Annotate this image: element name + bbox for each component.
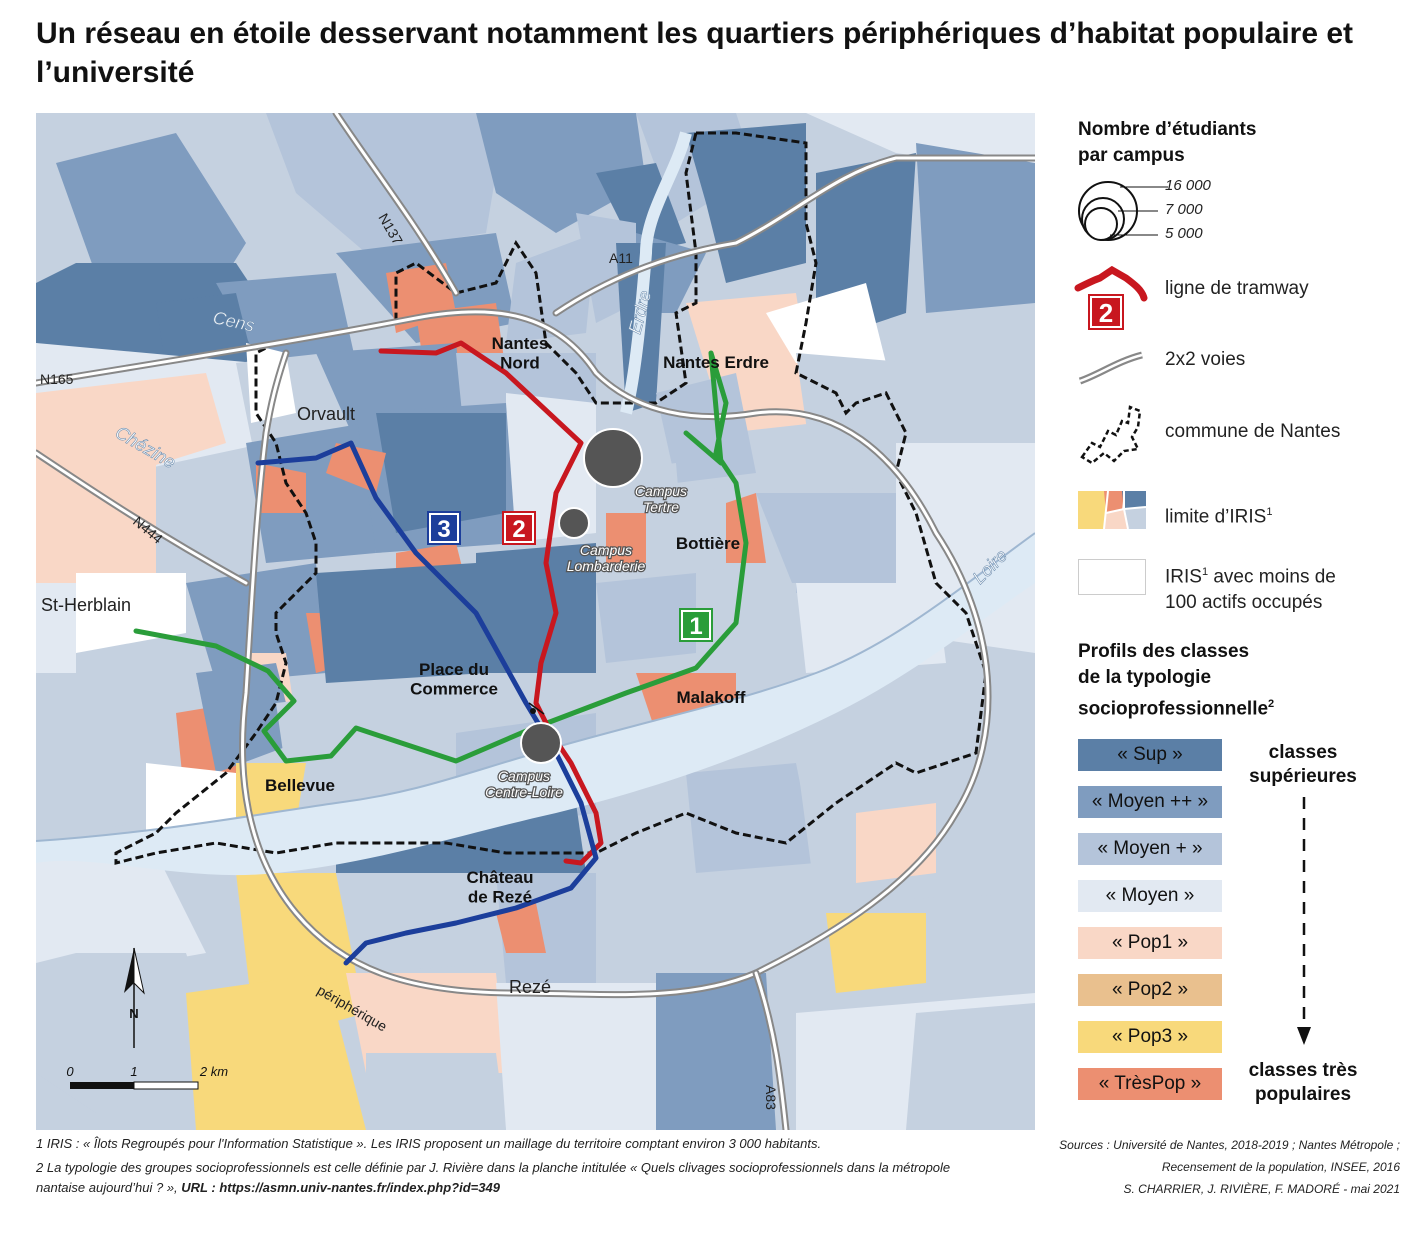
legend-road-icon xyxy=(1078,351,1143,385)
legend-class-moyen-p: « Moyen + » xyxy=(1078,833,1222,865)
roads-2x2 xyxy=(36,113,1035,1130)
map-svg: 3 2 1 Nantes Nord Nantes Erdre Orvault Bo… xyxy=(36,113,1035,1130)
legend-top-label: classes supérieures xyxy=(1249,742,1357,787)
legend-arrow-icon xyxy=(1297,797,1311,1045)
svg-text:2: 2 xyxy=(1099,298,1113,328)
label-bellevue: Bellevue xyxy=(265,776,335,795)
legend-class-trespop: « TrèsPop » xyxy=(1078,1068,1222,1100)
svg-text:1: 1 xyxy=(130,1064,137,1079)
label-a83: A83 xyxy=(763,1085,779,1110)
campus-lombarderie-circle xyxy=(558,507,590,539)
footnote-2: 2 La typologie des groupes socioprofessi… xyxy=(36,1160,951,1195)
label-nantes-erdre: Nantes Erdre xyxy=(663,353,769,372)
commune-boundary xyxy=(114,131,988,865)
svg-text:3: 3 xyxy=(437,516,450,543)
label-bottiere: Bottière xyxy=(676,534,740,553)
svg-text:0: 0 xyxy=(66,1064,74,1079)
legend-roads-label: 2x2 voies xyxy=(1165,349,1246,370)
tram-line-3 xyxy=(255,440,599,966)
legend-profiles-title: Profils des classes de la typologie soci… xyxy=(1078,641,1275,720)
legend-class-moyen: « Moyen » xyxy=(1078,880,1222,912)
svg-text:2 km: 2 km xyxy=(199,1064,228,1079)
sources: Sources : Université de Nantes, 2018-201… xyxy=(1059,1138,1400,1196)
commerce-dot xyxy=(530,708,536,714)
legend-commune-icon xyxy=(1080,405,1142,465)
legend-tram-icon: 2 xyxy=(1074,266,1148,330)
tram-badge-2: 2 xyxy=(502,511,536,545)
legend-circle-5000: 5 000 xyxy=(1165,225,1203,242)
label-campus-lombarderie: Campus Lombarderie xyxy=(567,542,646,574)
campus-tertre-circle xyxy=(583,428,643,488)
legend-class-moyen-pp: « Moyen ++ » xyxy=(1078,786,1222,818)
commerce-pointer xyxy=(528,702,545,715)
legend-circles-icon xyxy=(1078,181,1168,241)
legend-class-pop3: « Pop3 » xyxy=(1078,1021,1222,1053)
legend-commune-label: commune de Nantes xyxy=(1165,421,1341,442)
tram-badge-1: 1 xyxy=(679,608,713,642)
legend-empty-iris-swatch xyxy=(1078,559,1146,595)
legend-students-title: Nombre d’étudiants par campus xyxy=(1078,119,1257,166)
label-campus-centre-loire: Campus Centre-Loire xyxy=(485,768,563,800)
legend-class-pop2: « Pop2 » xyxy=(1078,974,1222,1006)
label-place-commerce: Place du Commerce xyxy=(410,660,498,699)
campus-centre-loire-circle xyxy=(520,722,562,764)
legend-class-sup: « Sup » xyxy=(1078,739,1222,771)
tram-line-2 xyxy=(378,340,604,866)
label-reze: Rezé xyxy=(509,977,551,997)
label-malakoff: Malakoff xyxy=(677,688,746,707)
north-arrow: N xyxy=(124,947,145,1048)
svg-text:2: 2 xyxy=(512,516,525,543)
label-campus-tertre: Campus Tertre xyxy=(635,483,687,515)
map-title: Un réseau en étoile desservant notamment… xyxy=(36,17,1354,89)
label-orvault: Orvault xyxy=(297,404,355,424)
tram-lines xyxy=(133,340,749,966)
legend-circle-16000: 16 000 xyxy=(1165,177,1211,194)
label-st-herblain: St-Herblain xyxy=(41,595,131,615)
footnote-1: 1 IRIS : « Îlots Regroupés pour l'Inform… xyxy=(36,1136,822,1151)
legend-circle-7000: 7 000 xyxy=(1165,201,1203,218)
label-nantes-nord: Nantes Nord xyxy=(492,334,549,373)
svg-text:1: 1 xyxy=(689,613,702,640)
legend: Nombre d’étudiants par campus 16 000 7 0… xyxy=(1060,113,1400,1133)
legend-class-pop1: « Pop1 » xyxy=(1078,927,1222,959)
legend-iris-label: limite d’IRIS1 xyxy=(1165,506,1273,528)
svg-text:N: N xyxy=(129,1006,138,1021)
label-n165: N165 xyxy=(40,371,74,387)
legend-bottom-label: classes très populaires xyxy=(1248,1060,1358,1105)
legend-empty-iris-label: IRIS1 avec moins de 100 actifs occupés xyxy=(1165,566,1336,614)
label-chateau-reze: Château de Rezé xyxy=(466,868,533,907)
erdre-river xyxy=(620,131,692,415)
tram-line-1 xyxy=(133,350,749,764)
legend-tram-label: ligne de tramway xyxy=(1165,278,1309,299)
tram-badge-3: 3 xyxy=(427,511,461,545)
label-a11: A11 xyxy=(609,250,633,266)
legend-iris-icon xyxy=(1078,491,1146,529)
map-area: 3 2 1 Nantes Nord Nantes Erdre Orvault Bo… xyxy=(36,113,1035,1130)
scale-bar: 0 1 2 km xyxy=(66,1064,228,1090)
